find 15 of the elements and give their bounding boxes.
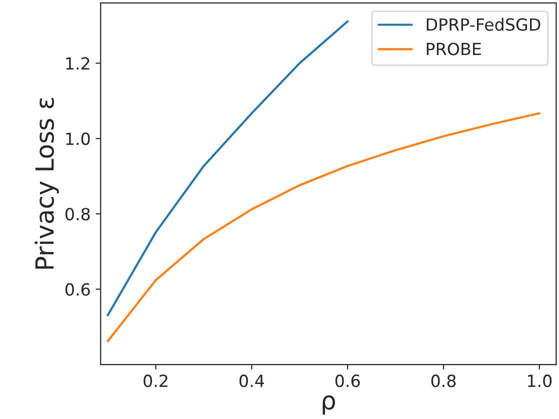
line-series bbox=[106, 112, 540, 342]
legend-label: DPRP-FedSGD bbox=[426, 18, 540, 31]
x-tick-label: 0.2 bbox=[144, 374, 168, 388]
y-axis-title: Privacy Loss ε bbox=[34, 98, 59, 269]
y-tick-label: 0.8 bbox=[65, 208, 90, 220]
y-tick-label: 1.0 bbox=[66, 132, 90, 146]
x-tick-label: 0.4 bbox=[240, 374, 264, 388]
y-tick-label: 0.6 bbox=[65, 283, 90, 296]
x-axis-title: ρ bbox=[322, 395, 335, 415]
x-tick-label: 1.0 bbox=[528, 374, 552, 388]
line-series bbox=[106, 20, 349, 316]
x-tick-label: 0.6 bbox=[335, 374, 360, 388]
x-tick-label: 0.8 bbox=[431, 374, 456, 388]
legend-label: PROBE bbox=[426, 42, 481, 56]
y-tick-label: 1.2 bbox=[66, 57, 90, 70]
